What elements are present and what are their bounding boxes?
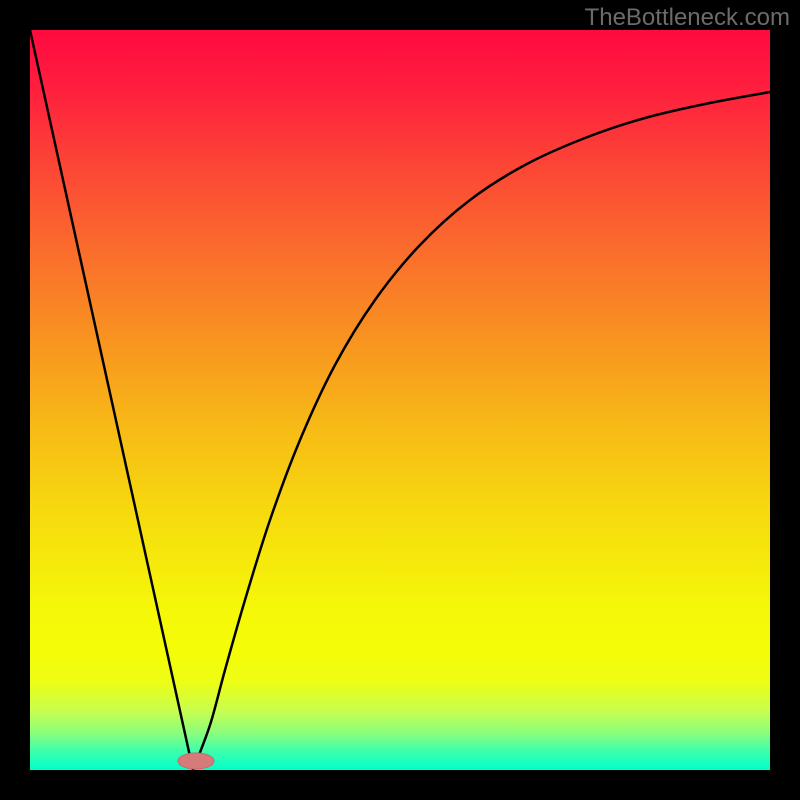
optimal-marker [178, 753, 214, 769]
plot-area [30, 30, 770, 770]
watermark-text: TheBottleneck.com [585, 4, 790, 32]
chart-container: TheBottleneck.com [0, 0, 800, 800]
bottleneck-chart [0, 0, 800, 800]
